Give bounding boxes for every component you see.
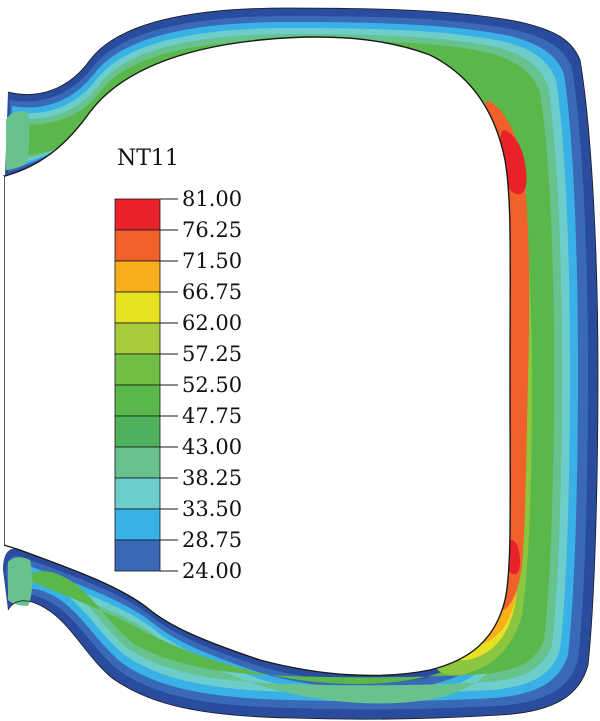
legend-swatch — [114, 322, 161, 355]
legend-label: 57.25 — [182, 342, 242, 366]
legend-label: 52.50 — [182, 373, 242, 397]
legend-label: 38.25 — [182, 466, 242, 490]
legend-label: 43.00 — [182, 435, 242, 459]
legend-labels: 81.00 76.25 71.50 66.75 62.00 57.25 52.50 47.75… — [160, 187, 242, 583]
legend-label: 81.00 — [182, 187, 242, 211]
legend-swatch — [114, 260, 161, 293]
legend-swatch — [114, 477, 161, 510]
legend-swatch — [114, 508, 161, 541]
legend-swatch — [114, 446, 161, 479]
legend-label: 71.50 — [182, 249, 242, 273]
legend-label: 66.75 — [182, 280, 242, 304]
legend-swatch — [114, 229, 161, 262]
lower-rim-tip — [8, 557, 33, 606]
legend-title: NT11 — [117, 146, 179, 171]
legend-swatch — [114, 353, 161, 386]
legend-swatch — [114, 291, 161, 324]
left-gap — [0, 176, 4, 546]
legend-swatch — [114, 539, 161, 572]
legend: NT11 81.00 76.25 71.50 66.75 62.00 57.25 52.50… — [114, 146, 242, 583]
legend-label: 47.75 — [182, 404, 242, 428]
outer-outline — [7, 7, 599, 720]
legend-label: 24.00 — [182, 559, 242, 583]
upper-rim-tip — [6, 111, 30, 170]
legend-label: 76.25 — [182, 218, 242, 242]
legend-swatch — [114, 384, 161, 417]
tire-cross-section — [0, 7, 599, 720]
legend-label: 62.00 — [182, 311, 242, 335]
legend-label: 33.50 — [182, 497, 242, 521]
legend-label: 28.75 — [182, 528, 242, 552]
legend-swatch — [114, 415, 161, 448]
legend-swatches — [114, 198, 161, 572]
legend-swatch — [114, 198, 161, 231]
